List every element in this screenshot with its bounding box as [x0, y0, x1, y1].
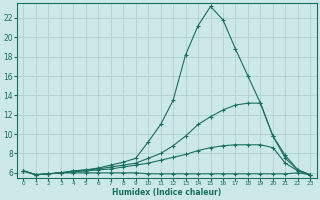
X-axis label: Humidex (Indice chaleur): Humidex (Indice chaleur) — [112, 188, 221, 197]
